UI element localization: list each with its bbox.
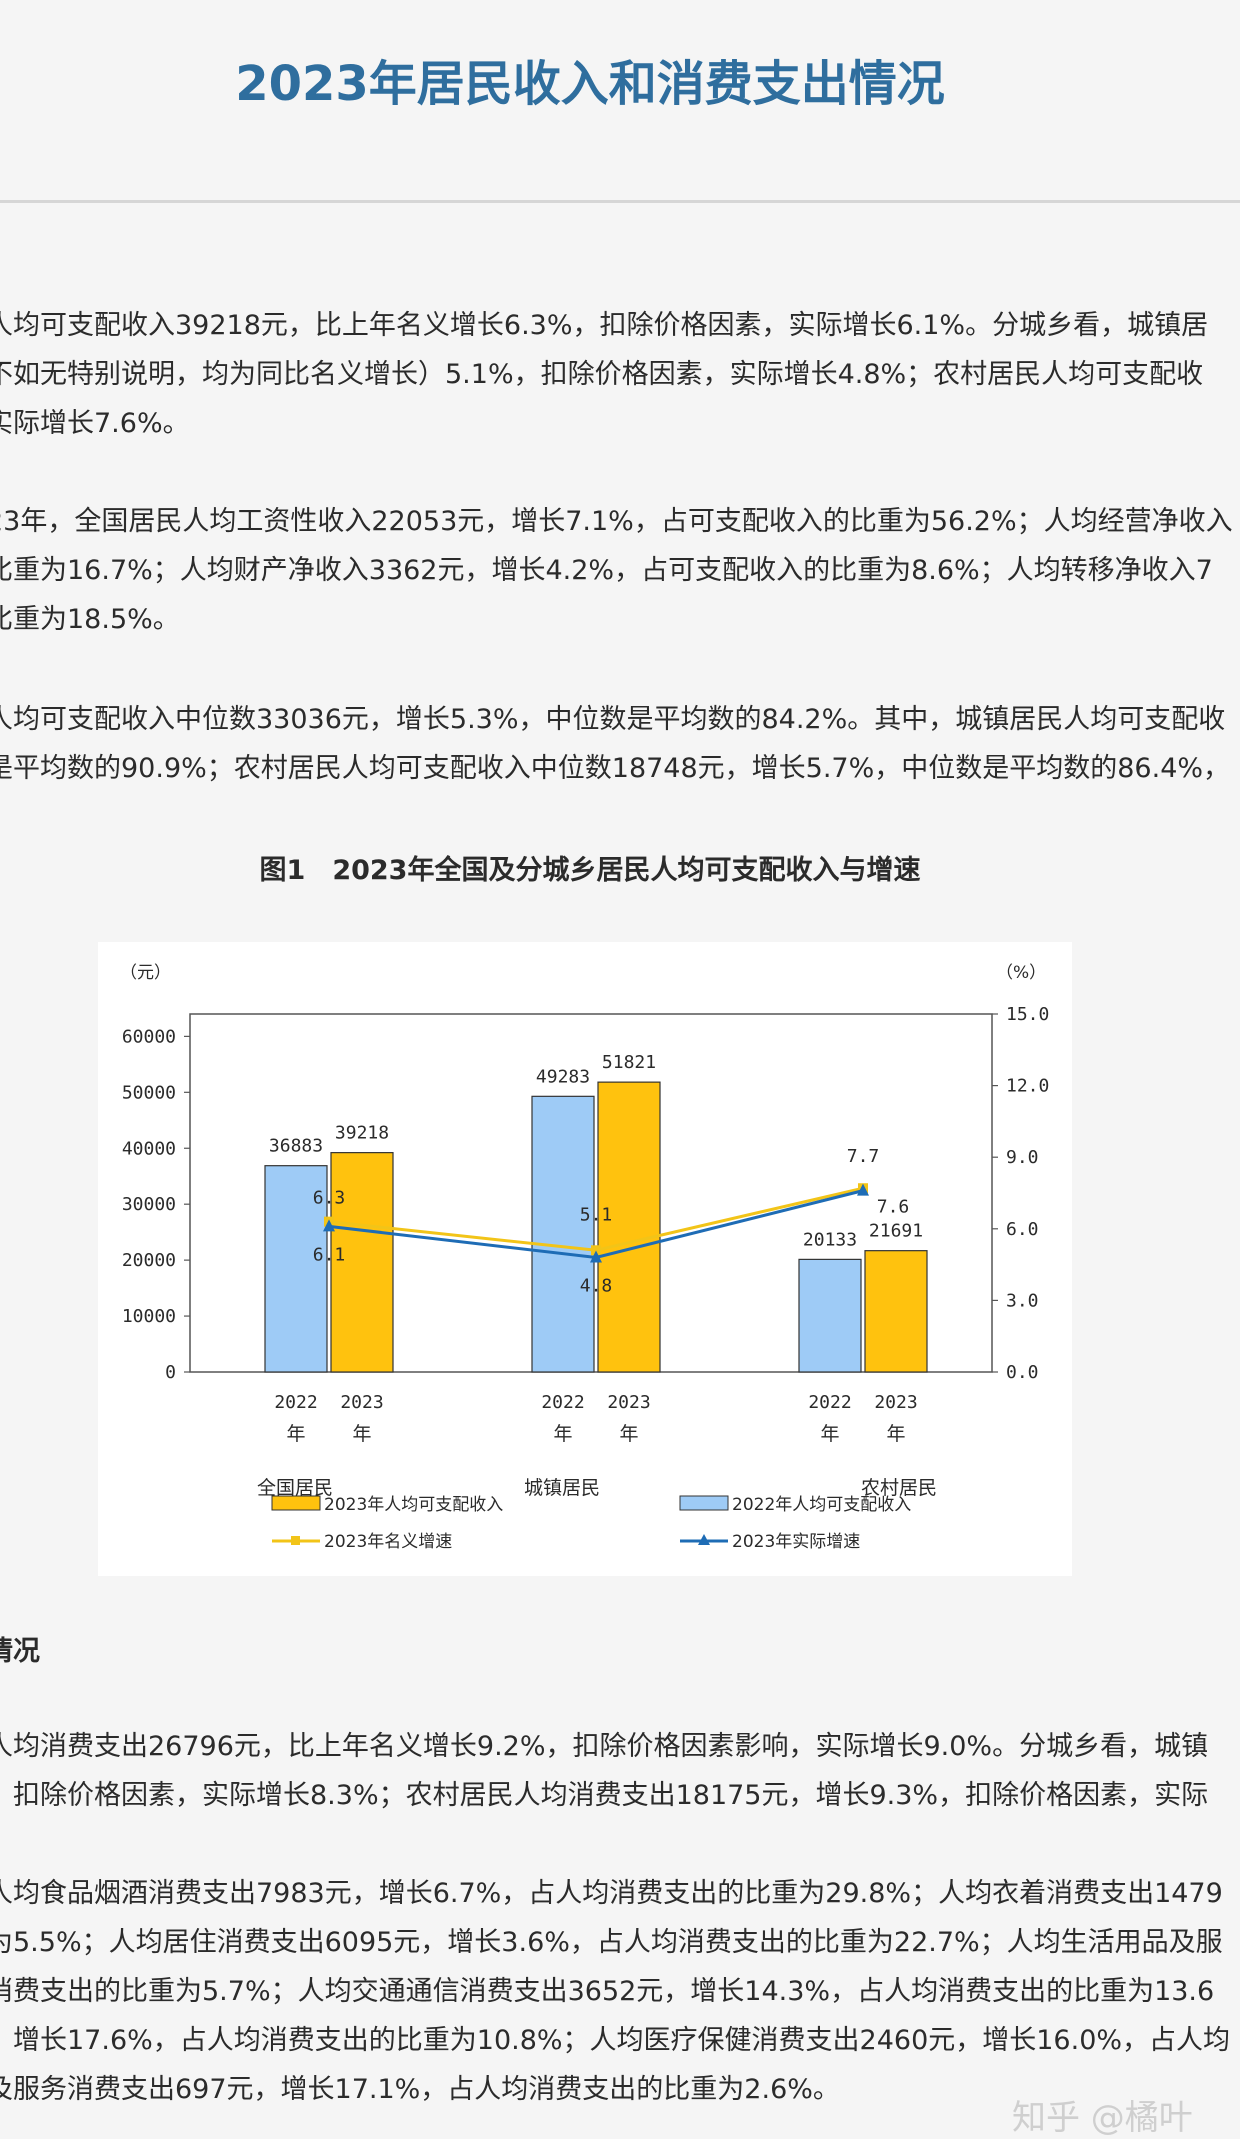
nominal-point-marker [591,1245,601,1256]
line-value-label: 4.8 [580,1275,613,1296]
real-point-marker [857,1183,869,1196]
paragraph-line: 人均食品烟酒消费支出7983元，增长6.7%，占人均消费支出的比重为29.8%；… [0,1878,1223,1909]
left-tick-label: 0 [165,1362,176,1383]
year-label: 2022 [808,1392,851,1413]
right-tick-label: 3.0 [1006,1290,1039,1311]
page-title: 2023年居民收入和消费支出情况 [235,56,945,112]
bar-value-label: 49283 [536,1066,590,1087]
year-suffix-label: 年 [820,1423,839,1445]
paragraph-line: 比重为18.5%。 [0,604,180,635]
legend-swatch-2023-bar [271,1495,321,1511]
paragraph-line: 23年，全国居民人均工资性收入22053元，增长7.1%，占可支配收入的比重为5… [0,506,1233,537]
left-tick-label: 60000 [122,1026,176,1047]
legend-swatch-real-marker [698,1534,710,1545]
bar-2023 [864,1250,928,1373]
bar-value-label: 36883 [269,1136,323,1157]
figure-caption: 图1 2023年全国及分城乡居民人均可支配收入与增速 [259,855,921,886]
watermark: 知乎 @橘叶 [1012,2098,1193,2138]
legend-label: 2023年人均可支配收入 [324,1495,503,1515]
section-title: 情况 [0,1636,40,1667]
paragraph-line: 实际增长7.6%。 [0,408,190,439]
bar-value-label: 21691 [869,1221,923,1242]
real-point-marker [323,1219,335,1232]
legend-label: 2022年人均可支配收入 [732,1495,911,1515]
bar-value-label: 20133 [803,1229,857,1250]
paragraph-line: ，增长17.6%，占人均消费支出的比重为10.8%；人均医疗保健消费支出2460… [0,2025,1231,2056]
right-tick-label: 6.0 [1006,1219,1039,1240]
income-chart-svg: （元） （%） 0 10000 20000 30000 40000 50000 60000 0.0… [120,963,1049,1552]
right-tick-label: 0.0 [1006,1362,1039,1383]
left-tick-label: 20000 [122,1250,176,1271]
bar-value-label: 51821 [602,1052,656,1073]
income-chart: （元） （%） 0 10000 20000 30000 40000 50000 60000 0.0… [98,942,1072,1576]
bar-2022 [798,1258,862,1373]
left-tick-label: 40000 [122,1138,176,1159]
paragraph-line: ，扣除价格因素，实际增长8.3%；农村居民人均消费支出18175元，增长9.3%… [0,1780,1209,1811]
paragraph-line: 消费支出的比重为5.7%；人均交通通信消费支出3652元，增长14.3%，占人均… [0,1976,1215,2007]
left-axis-unit: （元） [120,963,171,983]
bar-2023 [330,1152,394,1373]
legend-label: 2023年名义增速 [324,1532,452,1552]
year-suffix-label: 年 [286,1423,305,1445]
real-point-marker [590,1250,602,1263]
line-value-label: 7.7 [847,1146,880,1167]
line-value-label: 6.1 [313,1244,346,1265]
line-value-label: 6.3 [313,1188,346,1209]
paragraph-line: 是平均数的90.9%；农村居民人均可支配收入中位数18748元，增长5.7%，中… [0,753,1231,784]
left-tick-label: 50000 [122,1082,176,1103]
year-suffix-label: 年 [886,1423,905,1445]
year-suffix-label: 年 [352,1423,371,1445]
line-value-label: 7.6 [877,1197,910,1218]
paragraph-line: 不如无特别说明，均为同比名义增长）5.1%，扣除价格因素，实际增长4.8%；农村… [0,359,1204,390]
year-label: 2023 [340,1392,383,1413]
right-axis-unit: （%） [996,963,1046,983]
year-label: 2023 [874,1392,917,1413]
year-label: 2023 [607,1392,650,1413]
group-label: 城镇居民 [524,1477,600,1499]
paragraph-line: 比重为16.7%；人均财产净收入3362元，增长4.2%，占可支配收入的比重为8… [0,555,1213,586]
group-label: 农村居民 [861,1477,937,1499]
year-label: 2022 [274,1392,317,1413]
year-suffix-label: 年 [619,1423,638,1445]
line-value-label: 5.1 [580,1204,613,1225]
header-divider [0,200,1240,203]
legend-label: 2023年实际增速 [732,1532,860,1552]
paragraph-line: 人均消费支出26796元，比上年名义增长9.2%，扣除价格因素影响，实际增长9.… [0,1731,1209,1762]
right-tick-label: 12.0 [1006,1076,1049,1097]
legend-swatch-2022-bar [679,1495,729,1511]
paragraph-line: 人均可支配收入39218元，比上年名义增长6.3%，扣除价格因素，实际增长6.1… [0,310,1209,341]
paragraph-line: 为5.5%；人均居住消费支出6095元，增长3.6%，占人均消费支出的比重为22… [0,1927,1223,1958]
left-tick-label: 10000 [122,1306,176,1327]
paragraph-line: 人均可支配收入中位数33036元，增长5.3%，中位数是平均数的84.2%。其中… [0,704,1226,735]
legend-swatch-nominal-marker [291,1536,300,1545]
bar-2023 [597,1081,661,1373]
year-label: 2022 [541,1392,584,1413]
bar-value-label: 39218 [335,1123,389,1144]
right-tick-label: 9.0 [1006,1147,1039,1168]
year-suffix-label: 年 [553,1423,572,1445]
right-tick-label: 15.0 [1006,1004,1049,1025]
left-tick-label: 30000 [122,1194,176,1215]
bar-2022 [264,1165,328,1373]
bar-2022 [531,1095,595,1373]
group-label: 全国居民 [257,1477,333,1499]
paragraph-line: 及服务消费支出697元，增长17.1%，占人均消费支出的比重为2.6%。 [0,2074,840,2105]
